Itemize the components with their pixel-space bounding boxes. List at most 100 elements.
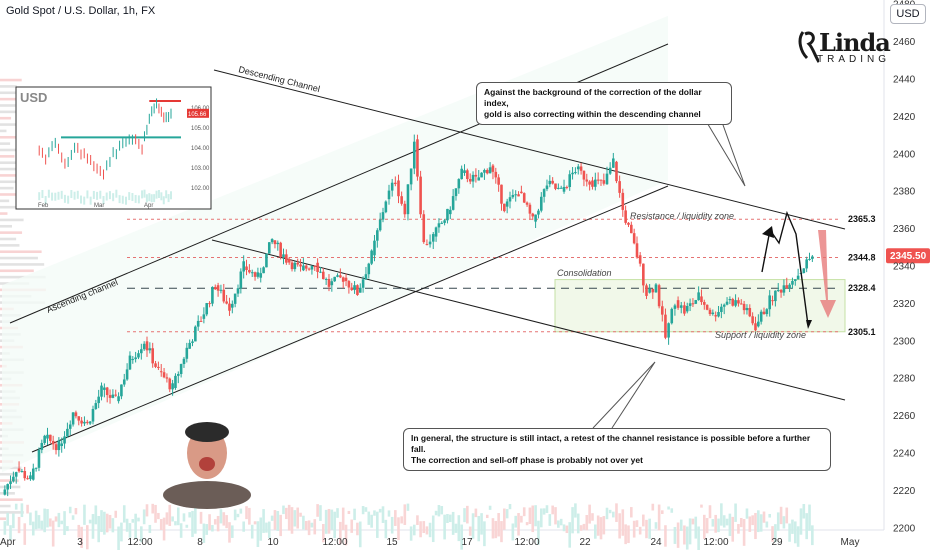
inset-volume-bar bbox=[115, 189, 118, 198]
candle-body bbox=[624, 210, 627, 223]
volume-bar bbox=[745, 508, 749, 519]
volume-bar bbox=[508, 504, 512, 510]
candle-body bbox=[174, 375, 177, 389]
y-tick-label: 2240 bbox=[893, 449, 916, 460]
candle-body bbox=[537, 210, 540, 215]
candle-body bbox=[60, 443, 64, 447]
candle-body bbox=[279, 242, 282, 257]
volume-bar bbox=[253, 521, 257, 525]
volume-bar bbox=[717, 518, 720, 533]
volume-bar bbox=[46, 509, 49, 528]
candle-body bbox=[579, 166, 583, 171]
volume-bar bbox=[199, 511, 203, 524]
volume-bar bbox=[344, 524, 348, 546]
candle-body bbox=[664, 314, 667, 338]
candle-body bbox=[451, 196, 455, 210]
candle-body bbox=[757, 321, 760, 327]
volume-bar bbox=[151, 503, 154, 514]
candle-body bbox=[356, 285, 359, 296]
candle-body bbox=[256, 272, 260, 277]
inset-y-tick: 103.00 bbox=[191, 166, 210, 172]
candle-body bbox=[373, 240, 376, 256]
inset-volume-bar bbox=[170, 191, 172, 200]
volume-bar bbox=[6, 512, 9, 526]
volume-bar bbox=[737, 524, 740, 534]
volume-bar bbox=[231, 525, 234, 538]
candle-body bbox=[131, 359, 135, 361]
volume-bar bbox=[3, 521, 7, 535]
volume-bar bbox=[216, 515, 220, 532]
candle-body bbox=[302, 265, 305, 271]
volume-bar bbox=[711, 519, 715, 527]
y-tick-label: 2400 bbox=[893, 149, 916, 160]
candle-body bbox=[319, 271, 322, 273]
volume-profile-bar bbox=[0, 180, 22, 184]
volume-bar bbox=[571, 507, 574, 534]
symbol-title[interactable]: Gold Spot / U.S. Dollar, 1h, FX bbox=[6, 5, 156, 17]
volume-bar bbox=[250, 524, 254, 539]
volume-bar bbox=[782, 516, 786, 529]
candle-body bbox=[708, 309, 712, 315]
inset-y-tick: 104.00 bbox=[191, 146, 210, 152]
candle-body bbox=[225, 301, 228, 304]
candle-body bbox=[321, 271, 325, 280]
candle-body bbox=[364, 274, 368, 280]
volume-bar bbox=[434, 510, 438, 516]
candle-body bbox=[400, 196, 403, 204]
candle-body bbox=[571, 172, 574, 175]
candle-body bbox=[162, 372, 166, 378]
candle-body bbox=[313, 266, 317, 268]
candle-body bbox=[585, 179, 589, 182]
volume-bar bbox=[17, 516, 21, 534]
volume-bar bbox=[551, 505, 554, 515]
projection-arrowhead bbox=[762, 226, 774, 238]
inset-x-tick: Feb bbox=[38, 203, 49, 209]
candle-body bbox=[648, 288, 651, 293]
volume-bar bbox=[228, 522, 231, 543]
volume-bar bbox=[627, 525, 630, 544]
volume-bar bbox=[562, 524, 566, 532]
volume-bar bbox=[302, 515, 305, 530]
y-tick-label: 2440 bbox=[893, 75, 916, 86]
candle-body bbox=[796, 275, 800, 280]
candle-body bbox=[768, 295, 771, 310]
volume-profile-bar bbox=[0, 256, 38, 260]
inset-volume-bar bbox=[92, 190, 95, 199]
volume-profile-bar bbox=[0, 161, 21, 165]
volume-bar bbox=[664, 525, 667, 547]
volume-bar bbox=[182, 513, 186, 522]
candle-body bbox=[336, 275, 339, 277]
volume-bar bbox=[791, 519, 794, 534]
volume-bar bbox=[443, 514, 446, 540]
volume-bar bbox=[406, 503, 410, 511]
inset-volume-bar bbox=[155, 190, 158, 199]
ascending-channel-lower bbox=[31, 185, 669, 453]
volume-bar bbox=[683, 525, 686, 545]
volume-bar bbox=[114, 510, 118, 518]
volume-bar bbox=[805, 513, 808, 540]
volume-bar bbox=[353, 508, 356, 521]
currency-badge[interactable]: USD bbox=[890, 4, 926, 24]
volume-bar bbox=[316, 504, 319, 517]
inset-volume-bar bbox=[125, 196, 127, 205]
candle-body bbox=[779, 289, 783, 293]
volume-bar bbox=[796, 526, 800, 547]
volume-bar bbox=[673, 526, 677, 544]
volume-profile-bar bbox=[0, 174, 18, 177]
candle-body bbox=[370, 250, 373, 264]
volume-bar bbox=[341, 507, 345, 530]
candle-body bbox=[588, 181, 591, 185]
candle-body bbox=[216, 285, 220, 291]
candle-body bbox=[771, 300, 774, 302]
volume-bar bbox=[159, 518, 163, 531]
volume-bar bbox=[117, 526, 120, 550]
inset-volume-bar bbox=[148, 193, 151, 202]
candle-body bbox=[159, 371, 163, 373]
volume-bar bbox=[705, 518, 709, 534]
volume-bar bbox=[497, 513, 500, 537]
volume-bar bbox=[54, 516, 58, 522]
volume-bar bbox=[612, 511, 615, 518]
volume-bar bbox=[688, 518, 692, 545]
inset-volume-bar bbox=[89, 196, 92, 205]
volume-bar bbox=[485, 514, 489, 519]
